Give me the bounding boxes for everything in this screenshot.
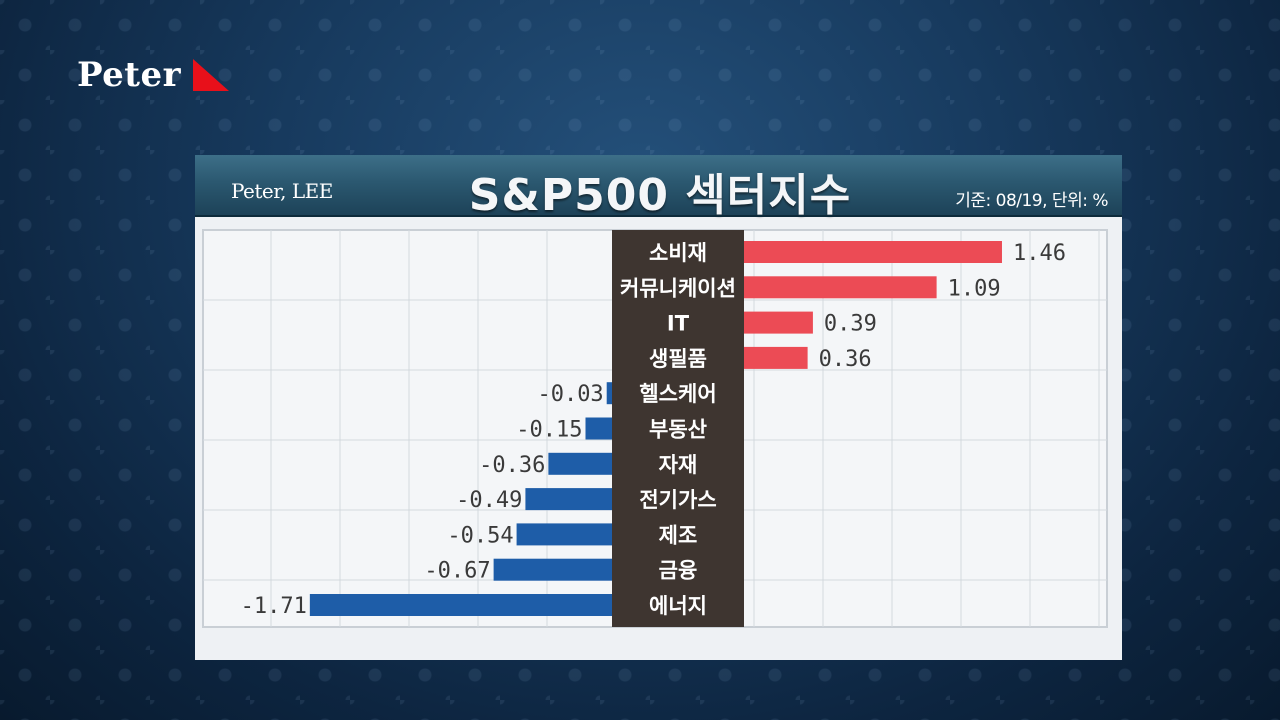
author-label: Peter, LEE bbox=[231, 179, 333, 203]
chart-title: S&P500 섹터지수 bbox=[468, 170, 852, 221]
chart-panel: Peter, LEE S&P500 섹터지수 기준: 08/19, 단위: % … bbox=[195, 155, 1122, 660]
bar-positive bbox=[744, 276, 937, 299]
category-label-band bbox=[612, 230, 744, 627]
bar-negative bbox=[585, 417, 612, 440]
category-label: 금융 bbox=[659, 559, 698, 583]
bar-value-label: -0.54 bbox=[447, 523, 513, 548]
bar-value-label: -0.67 bbox=[424, 559, 490, 584]
bar-value-label: -0.15 bbox=[516, 418, 582, 443]
bar-negative bbox=[548, 452, 612, 475]
bar-negative bbox=[516, 523, 612, 546]
chart-header: Peter, LEE S&P500 섹터지수 기준: 08/19, 단위: % bbox=[195, 155, 1122, 221]
bar-negative bbox=[493, 558, 612, 581]
bar-value-label: -0.03 bbox=[537, 382, 603, 407]
category-label: IT bbox=[667, 312, 690, 336]
bar-positive bbox=[744, 241, 1002, 263]
category-label: 부동산 bbox=[649, 418, 707, 442]
category-label: 에너지 bbox=[649, 594, 707, 618]
bar-value-label: 0.39 bbox=[824, 312, 877, 337]
category-label: 전기가스 bbox=[639, 488, 716, 512]
category-label: 커뮤니케이션 bbox=[620, 276, 736, 300]
bar-value-label: -0.36 bbox=[479, 453, 545, 478]
bar-value-label: -0.49 bbox=[456, 488, 522, 513]
bar-chart: 1.46 소비재 1.09 커뮤니케이션 0.39 IT 0.36 생필품 -0.03 헬스케어 -… bbox=[202, 229, 1108, 628]
bar-negative bbox=[525, 488, 612, 511]
bar-positive bbox=[744, 311, 813, 334]
header-divider bbox=[195, 215, 1122, 217]
category-label: 자재 bbox=[659, 453, 698, 477]
category-label: 소비재 bbox=[649, 241, 707, 265]
bar-value-label: -1.71 bbox=[241, 594, 307, 619]
bar-positive bbox=[744, 346, 808, 369]
category-label: 생필품 bbox=[649, 347, 707, 371]
logo-text: Peter bbox=[77, 55, 182, 95]
bar-value-label: 0.36 bbox=[819, 347, 872, 372]
bar-value-label: 1.46 bbox=[1013, 241, 1066, 266]
bar-negative bbox=[606, 382, 612, 405]
category-label: 제조 bbox=[659, 523, 698, 547]
bar-value-label: 1.09 bbox=[948, 276, 1001, 301]
logo-triangle-icon bbox=[193, 59, 229, 91]
basis-label: 기준: 08/19, 단위: % bbox=[955, 191, 1108, 211]
bar-negative bbox=[309, 594, 612, 616]
category-label: 헬스케어 bbox=[639, 382, 716, 406]
